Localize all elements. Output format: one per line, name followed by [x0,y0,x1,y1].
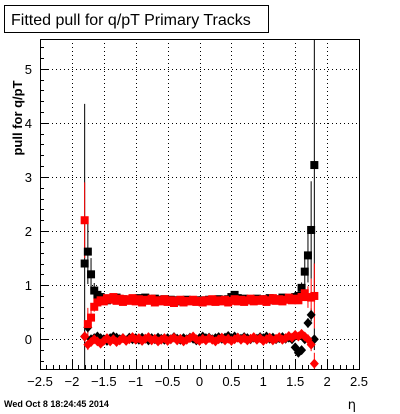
x-tick-label: 0.5 [222,374,240,389]
x-tick-label: −2.5 [27,374,53,389]
x-tick-label: −1.5 [91,374,117,389]
data-point-diamond [121,335,131,346]
data-point-square [87,313,96,322]
data-point-diamond [306,339,316,350]
x-tick-label: −0.5 [155,374,181,389]
data-point-square [310,161,319,170]
data-point-square [80,259,89,268]
data-point-square [83,320,92,329]
timestamp: Wed Oct 8 18:24:45 2014 [4,399,109,409]
x-tick-label: 1 [260,374,267,389]
y-tick-label: 1 [25,278,32,293]
y-tick-label: 4 [25,116,32,131]
data-point-square [310,291,319,300]
plot-frame [40,39,360,370]
data-point-square [90,302,99,311]
data-point-square [297,283,306,292]
data-point-square [83,247,92,256]
data-point-diamond [306,309,316,320]
data-point-square [90,286,99,295]
data-markers [80,161,319,369]
y-axis-label: pull for q/pT [10,80,25,155]
x-tick-label: −2 [64,374,79,389]
y-tick-label: 0 [25,332,32,347]
x-axis-label: η [348,398,356,413]
data-point-square [300,267,309,276]
data-point-diamond [249,332,259,343]
x-tick-label: 0 [196,374,203,389]
x-tick-label: −1 [128,374,143,389]
data-point-square [307,225,316,234]
y-axis-tick-labels: 0 1 2 3 4 5 [25,62,32,347]
chart-title: Fitted pull for q/pT Primary Tracks [11,12,251,29]
data-point-diamond [297,345,307,356]
data-point-square [80,216,89,225]
x-tick-label: 2 [323,374,330,389]
data-point-square [87,270,96,279]
x-tick-label: 1.5 [286,374,304,389]
x-axis-tick-labels: −2.5 −2 −1.5 −1 −0.5 0 0.5 1 1.5 2 2.5 [27,374,368,389]
data-point-diamond [309,358,319,369]
x-tick-label: 2.5 [350,374,368,389]
y-tick-label: 2 [25,224,32,239]
data-point-diamond [303,318,313,329]
y-tick-label: 3 [25,170,32,185]
data-point-diamond [80,331,90,342]
y-tick-label: 5 [25,62,32,77]
title-box [4,5,269,33]
data-point-square [303,251,312,260]
axis-ticks [40,47,360,369]
